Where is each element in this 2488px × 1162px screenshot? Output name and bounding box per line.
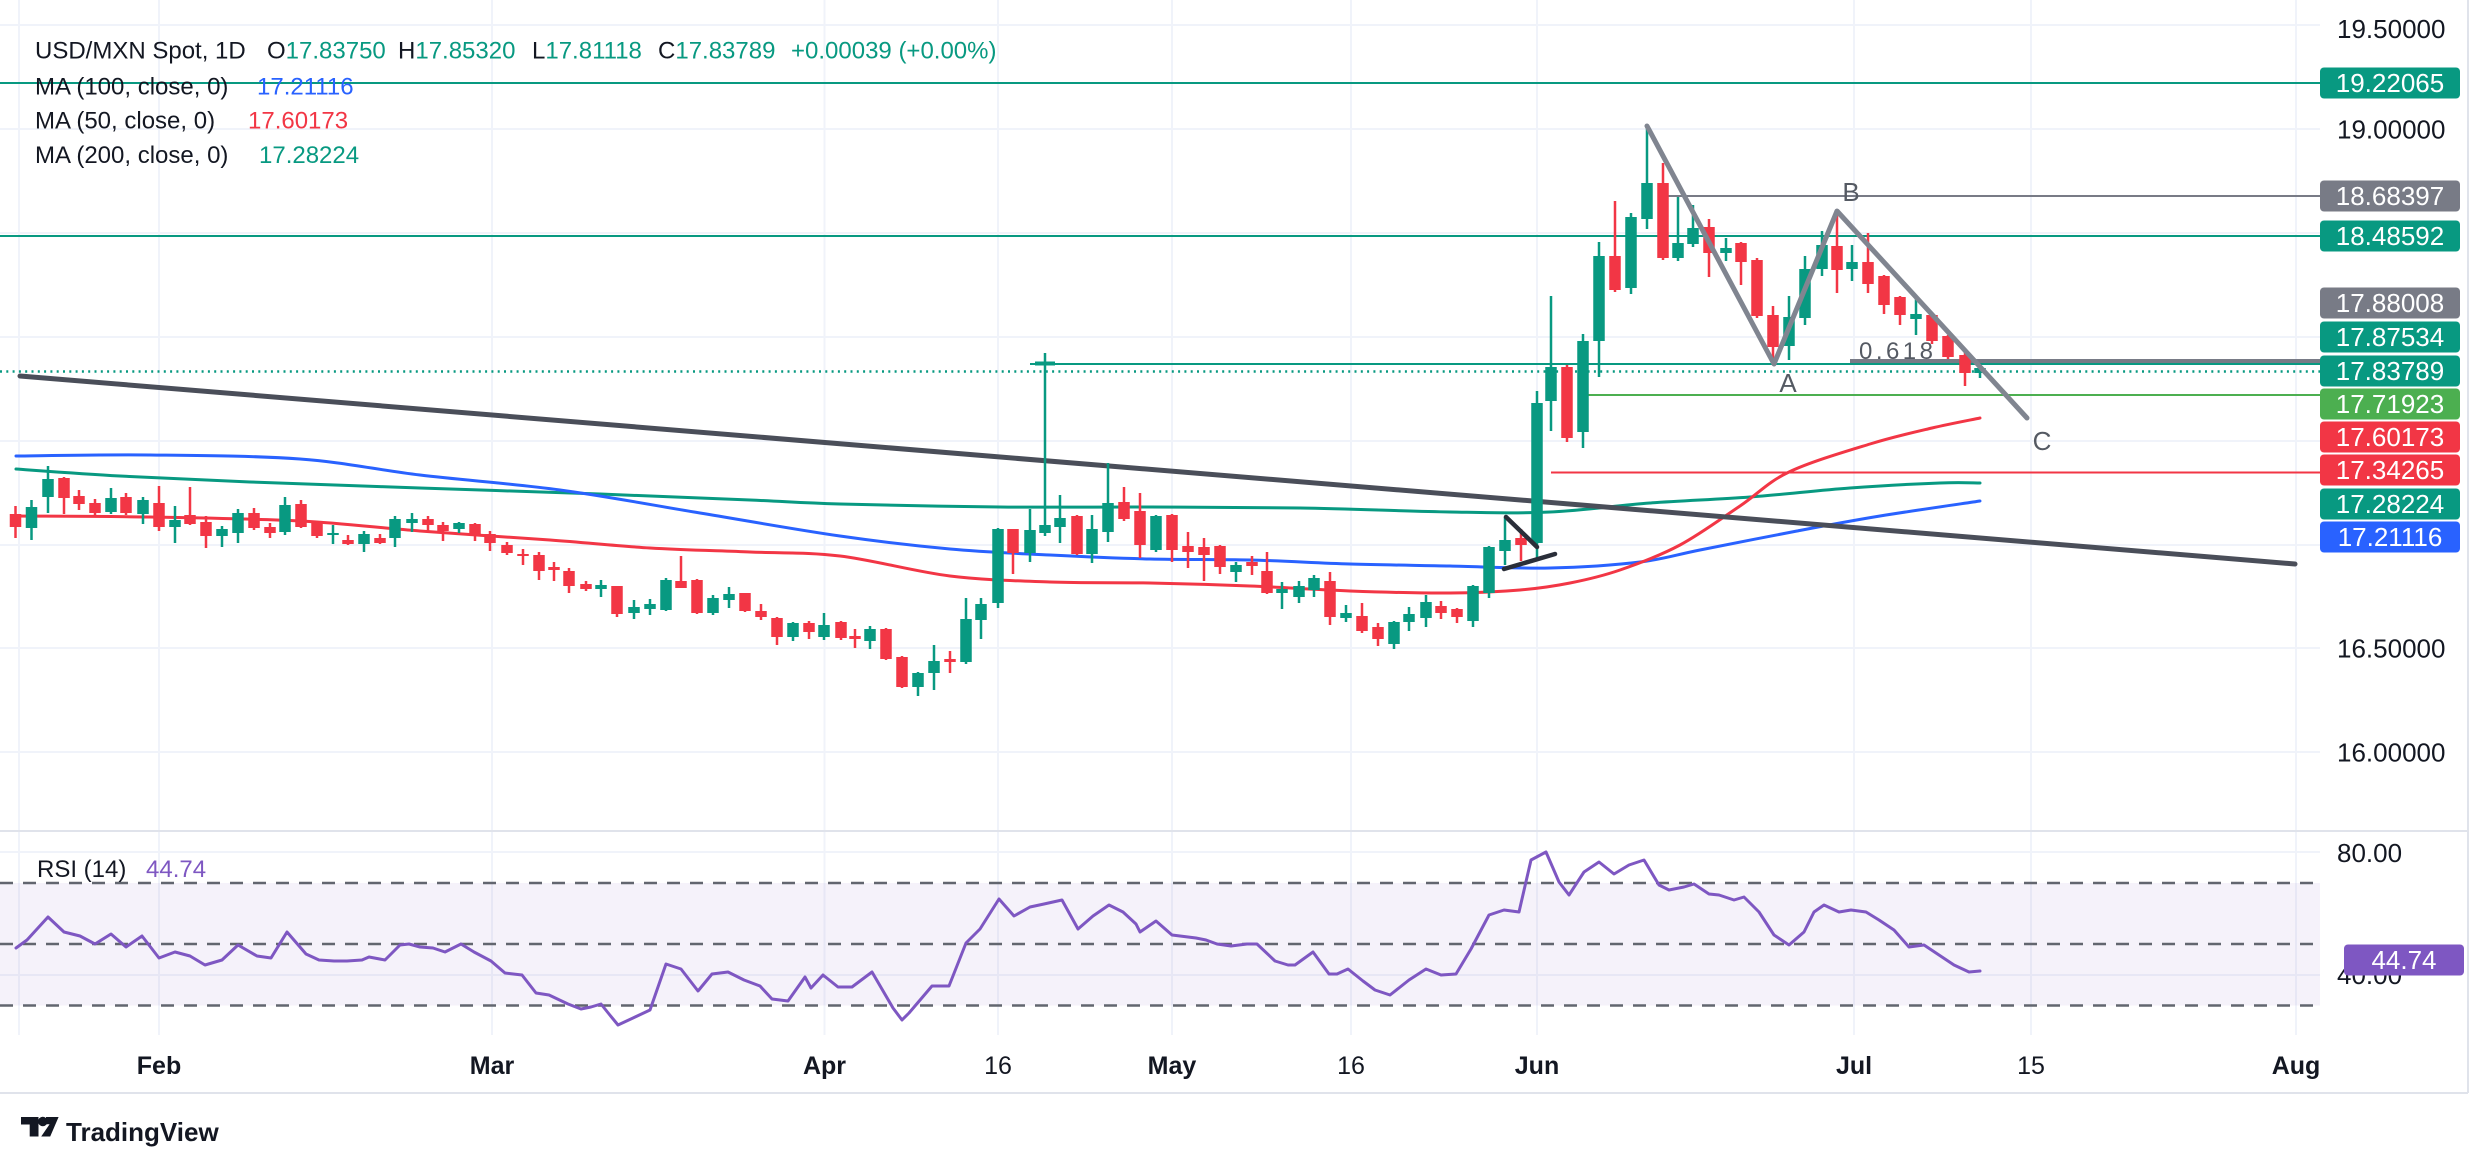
svg-text:MA (100, close, 0): MA (100, close, 0) xyxy=(35,74,228,101)
svg-text:17.28224: 17.28224 xyxy=(259,142,359,169)
svg-text:80.00: 80.00 xyxy=(2337,838,2402,868)
svg-text:MA (200, close, 0): MA (200, close, 0) xyxy=(35,142,228,169)
svg-text:A: A xyxy=(1779,368,1797,398)
svg-text:17.34265: 17.34265 xyxy=(2336,455,2444,485)
svg-text:B: B xyxy=(1842,177,1859,207)
svg-text:17.28224: 17.28224 xyxy=(2336,489,2444,519)
svg-text:MA (50, close, 0): MA (50, close, 0) xyxy=(35,108,215,135)
svg-text:44.74: 44.74 xyxy=(2371,945,2436,975)
svg-text:16: 16 xyxy=(1337,1052,1365,1080)
svg-text:Apr: Apr xyxy=(803,1052,846,1080)
svg-text:O17.83750: O17.83750 xyxy=(267,38,386,65)
svg-text:Feb: Feb xyxy=(137,1052,181,1080)
svg-text:Aug: Aug xyxy=(2272,1052,2321,1080)
svg-text:17.21116: 17.21116 xyxy=(257,74,354,101)
svg-text:16.50000: 16.50000 xyxy=(2337,634,2445,664)
svg-text:TradingView: TradingView xyxy=(66,1117,219,1147)
svg-text:RSI (14): RSI (14) xyxy=(37,856,126,883)
svg-text:0.618: 0.618 xyxy=(1859,338,1933,365)
svg-text:16.00000: 16.00000 xyxy=(2337,738,2445,768)
svg-text:18.68397: 18.68397 xyxy=(2336,181,2444,211)
svg-text:Mar: Mar xyxy=(470,1052,515,1080)
svg-text:USD/MXN Spot, 1D: USD/MXN Spot, 1D xyxy=(35,38,246,65)
svg-text:19.00000: 19.00000 xyxy=(2337,115,2445,145)
svg-text:H17.85320: H17.85320 xyxy=(398,38,515,65)
svg-text:17.87534: 17.87534 xyxy=(2336,322,2444,352)
svg-text:15: 15 xyxy=(2017,1052,2045,1080)
svg-text:17.60173: 17.60173 xyxy=(248,108,348,135)
svg-text:44.74: 44.74 xyxy=(146,856,206,883)
svg-text:17.21116: 17.21116 xyxy=(2338,522,2443,552)
svg-text:C: C xyxy=(2033,426,2052,456)
svg-text:17.71923: 17.71923 xyxy=(2336,389,2444,419)
svg-text:May: May xyxy=(1148,1052,1197,1080)
svg-text:+0.00039 (+0.00%): +0.00039 (+0.00%) xyxy=(791,38,997,65)
svg-text:Jul: Jul xyxy=(1836,1052,1872,1080)
svg-text:17.88008: 17.88008 xyxy=(2336,288,2444,318)
svg-text:C17.83789: C17.83789 xyxy=(658,38,775,65)
svg-text:17.83789: 17.83789 xyxy=(2336,356,2444,386)
svg-text:16: 16 xyxy=(984,1052,1012,1080)
svg-text:Jun: Jun xyxy=(1515,1052,1559,1080)
svg-text:17.60173: 17.60173 xyxy=(2336,422,2444,452)
svg-text:19.50000: 19.50000 xyxy=(2337,14,2445,44)
svg-text:L17.81118: L17.81118 xyxy=(532,38,642,65)
svg-text:19.22065: 19.22065 xyxy=(2336,68,2444,98)
svg-text:18.48592: 18.48592 xyxy=(2336,221,2444,251)
